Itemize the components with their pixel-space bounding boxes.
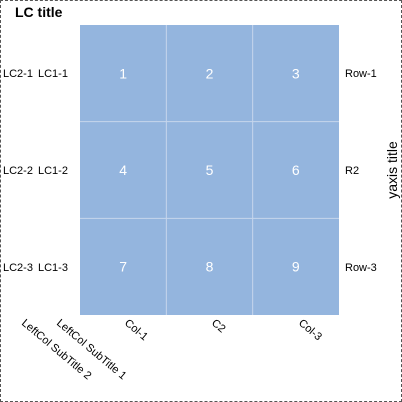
column-label-1: Col-1 [122,317,150,343]
left-col-2-label-2: LC2-2 [3,165,33,177]
cell-value-3-2: 8 [206,259,214,275]
left-col-2-label-1: LC2-1 [3,68,33,80]
cell-1-3 [252,25,339,122]
y-axis-title: yaxis title [384,141,400,199]
chart-title: LC title [15,4,63,20]
column-label-3: Col-3 [296,317,324,343]
cell-2-3 [252,121,339,219]
cell-value-2-1: 4 [119,162,127,178]
cell-3-2 [166,218,253,315]
left-col-2-label-3: LC2-3 [3,262,33,274]
row-label-3: Row-3 [345,262,377,274]
row-label-2: R2 [345,165,359,177]
cell-value-1-1: 1 [119,65,127,81]
cell-3-3 [252,218,339,315]
cell-value-1-2: 2 [206,65,214,81]
left-col-1-label-3: LC1-3 [38,262,68,274]
cell-1-2 [166,25,253,122]
row-label-1: Row-1 [345,68,377,80]
cell-value-2-2: 5 [206,162,214,178]
cell-value-2-3: 6 [292,162,300,178]
column-label-2: C2 [209,317,227,335]
cell-2-2 [166,121,253,219]
left-col-1-label-1: LC1-1 [38,68,68,80]
cell-2-1 [80,121,167,219]
cell-3-1 [80,218,167,315]
cell-1-1 [80,25,167,122]
left-col-1-label-2: LC1-2 [38,165,68,177]
cell-value-3-3: 9 [292,259,300,275]
cell-value-3-1: 7 [119,259,127,275]
cell-value-1-3: 3 [292,65,300,81]
